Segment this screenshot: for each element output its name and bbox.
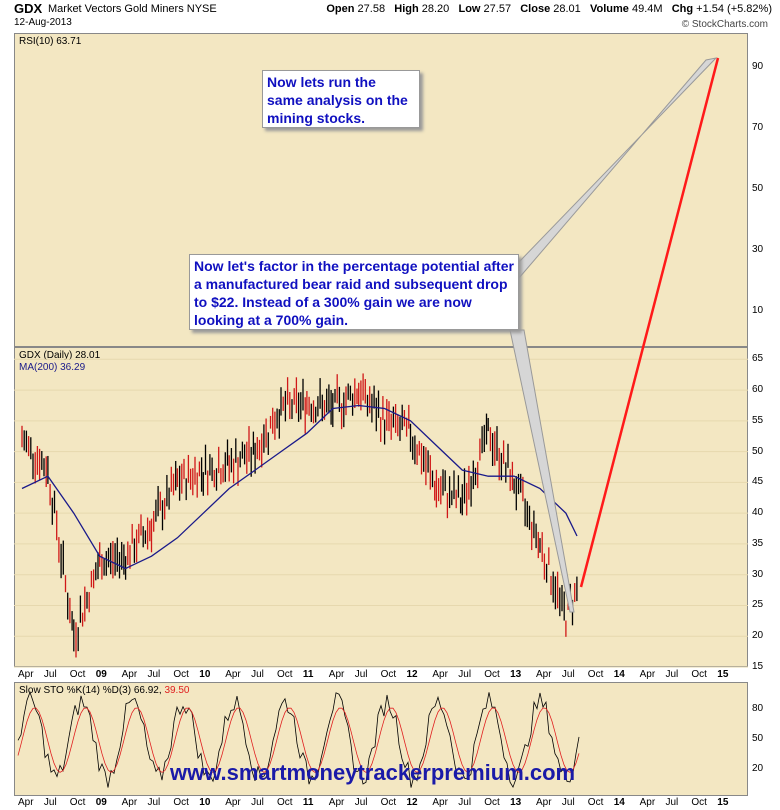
x-tick-label: Apr <box>639 669 656 680</box>
website-watermark: www.smartmoneytrackerpremium.com <box>170 760 576 785</box>
x-tick-label: 10 <box>199 669 211 680</box>
x-tick-label: 12 <box>406 669 418 680</box>
x-tick-label: Jul <box>43 669 57 680</box>
x-tick-label: Oct <box>691 797 707 808</box>
rsi-ytick: 10 <box>752 305 764 316</box>
projection-line <box>579 57 720 588</box>
x-tick-label: 12 <box>406 797 418 808</box>
x-tick-label: 14 <box>613 797 625 808</box>
x-tick-label: Oct <box>691 669 707 680</box>
x-tick-label: Jul <box>251 669 264 680</box>
stoch-d-line <box>17 707 580 773</box>
x-tick-label: 14 <box>613 669 625 680</box>
x-tick-label: Oct <box>380 669 397 680</box>
x-tick-label: Jul <box>354 797 368 808</box>
x-tick-label: Jul <box>147 797 161 808</box>
x-tick-label: Jul <box>561 797 575 808</box>
rsi-ytick: 70 <box>752 122 764 133</box>
x-tick-label: Apr <box>225 669 241 680</box>
security-name: Market Vectors Gold Miners NYSE <box>48 3 217 15</box>
x-tick-label: 11 <box>302 669 314 680</box>
x-tick-label: 15 <box>717 669 729 680</box>
stoch-ytick: 80 <box>752 703 764 714</box>
price-ytick: 35 <box>752 537 764 549</box>
price-ytick: 45 <box>752 476 764 488</box>
x-tick-label: Oct <box>69 797 86 808</box>
stoch-k-line <box>17 691 580 789</box>
stoch-label: Slow STO %K(14) %D(3) 66.92, 39.50 <box>19 685 190 696</box>
x-tick-label: 13 <box>510 669 522 680</box>
x-tick-label: Jul <box>354 669 368 680</box>
price-label: GDX (Daily) 28.01 <box>19 350 101 361</box>
x-tick-label: Oct <box>69 669 86 680</box>
x-tick-label: Apr <box>121 669 138 680</box>
price-ytick: 40 <box>752 507 764 519</box>
x-tick-label: Apr <box>536 797 552 808</box>
x-tick-label: Jul <box>665 797 679 808</box>
x-tick-label: 13 <box>510 797 522 808</box>
rsi-ytick: 50 <box>752 183 764 194</box>
chart-header: GDX Market Vectors Gold Miners NYSE 12-A… <box>0 0 780 32</box>
x-tick-label: Apr <box>536 669 552 680</box>
callout-pointer-bottom <box>509 329 575 613</box>
price-ytick: 55 <box>752 414 764 426</box>
callout-percentage-potential: Now let's factor in the percentage poten… <box>189 254 519 330</box>
x-tick-label: Oct <box>380 797 397 808</box>
stockcharts-brand: © StockCharts.com <box>681 19 768 30</box>
stoch-ytick: 50 <box>752 733 764 744</box>
x-tick-label: 11 <box>302 797 314 808</box>
x-tick-label: Oct <box>277 797 293 808</box>
x-tick-label: Apr <box>18 669 34 680</box>
x-tick-label: 15 <box>717 797 729 808</box>
x-tick-label: Apr <box>432 669 448 680</box>
x-tick-label: Oct <box>587 797 604 808</box>
x-tick-label: Apr <box>121 797 138 808</box>
x-tick-label: Oct <box>484 669 500 680</box>
x-tick-label: Oct <box>484 797 500 808</box>
x-tick-label: Apr <box>328 797 345 808</box>
x-tick-label: Jul <box>458 669 472 680</box>
price-ytick: 65 <box>752 353 764 365</box>
rsi-ytick: 30 <box>752 244 764 255</box>
price-ytick: 20 <box>752 630 764 642</box>
rsi-ytick: 90 <box>752 61 764 72</box>
x-tick-label: Oct <box>587 669 604 680</box>
callout-pointer-top <box>518 57 718 280</box>
x-tick-label: Apr <box>18 797 34 808</box>
x-tick-label: Jul <box>561 669 575 680</box>
price-ytick: 25 <box>752 599 764 611</box>
price-ytick: 50 <box>752 445 764 457</box>
rsi-label: RSI(10) 63.71 <box>19 36 82 47</box>
callout-mining-analysis: Now lets run the same analysis on the mi… <box>262 70 420 128</box>
price-panel: GDX (Daily) 28.01 MA(200) 36.29 <box>14 347 748 667</box>
x-tick-label: Oct <box>173 669 189 680</box>
x-tick-label: Apr <box>432 797 448 808</box>
x-tick-label: Apr <box>639 797 656 808</box>
x-tick-label: Apr <box>328 669 345 680</box>
ticker-symbol: GDX <box>14 1 43 16</box>
ohlc-summary: Open 27.58 High 28.20 Low 27.57 Close 28… <box>326 3 772 15</box>
chart-date: 12-Aug-2013 <box>14 17 72 28</box>
x-tick-label: 09 <box>95 669 107 680</box>
x-tick-label: Oct <box>277 669 293 680</box>
price-ytick: 60 <box>752 384 764 396</box>
x-tick-label: Jul <box>251 797 264 808</box>
x-tick-label: Jul <box>458 797 472 808</box>
x-tick-label: 09 <box>95 797 107 808</box>
ma-label: MA(200) 36.29 <box>19 362 86 373</box>
price-ytick: 30 <box>752 568 764 580</box>
x-tick-label: 10 <box>199 797 211 808</box>
price-ytick: 15 <box>752 661 764 672</box>
ma200-line <box>21 404 578 570</box>
x-tick-label: Jul <box>665 669 679 680</box>
x-tick-label: Jul <box>147 669 161 680</box>
x-tick-label: Oct <box>173 797 189 808</box>
x-tick-label: Apr <box>225 797 241 808</box>
stoch-ytick: 20 <box>752 763 764 774</box>
x-tick-label: Jul <box>43 797 57 808</box>
